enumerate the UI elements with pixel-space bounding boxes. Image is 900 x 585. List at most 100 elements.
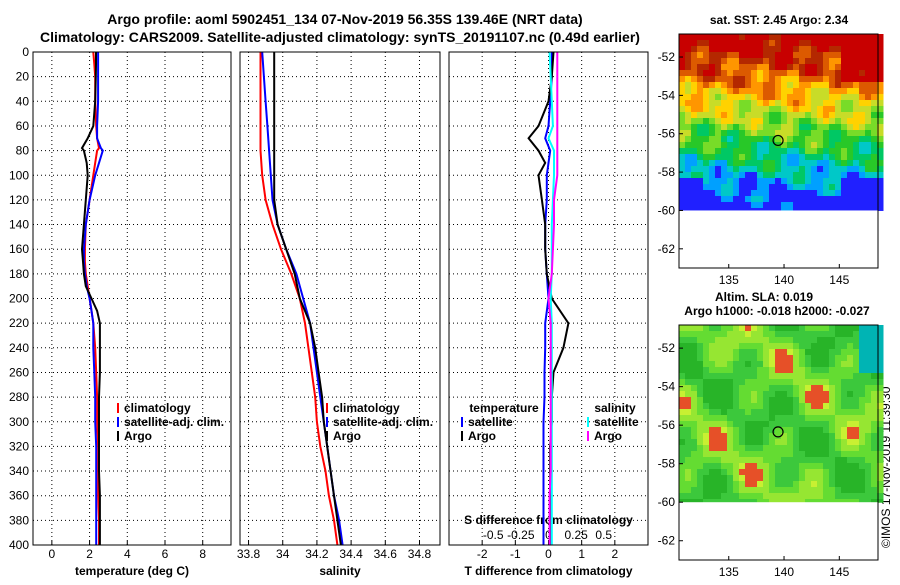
sst-map-cell (853, 46, 860, 53)
sst-map-cell (781, 172, 788, 179)
sla-map-cell (721, 427, 728, 434)
sla-map-cell (739, 427, 746, 434)
sla-map-cell (865, 433, 872, 440)
sst-map-cell (811, 52, 818, 59)
sst-map-cell (727, 112, 734, 119)
sst-map-cell (703, 202, 710, 209)
sst-map-cell (739, 124, 746, 131)
sla-map-cell (841, 499, 848, 503)
sla-map-cell (745, 433, 752, 440)
depth-tick-label: 360 (9, 489, 29, 503)
sst-map-ytick-label: -52 (658, 50, 676, 64)
sla-map-cell (823, 427, 830, 434)
sst-map-cell (835, 160, 842, 167)
sst-map-cell (685, 124, 692, 131)
sla-map-cell (709, 409, 716, 416)
sst-map-cell (733, 172, 740, 179)
sst-map-cell (709, 70, 716, 77)
sst-map-cell (829, 148, 836, 155)
sst-map-cell (829, 82, 836, 89)
sla-map-cell (775, 433, 782, 440)
sla-map-cell (709, 391, 716, 398)
sst-map-cell (787, 52, 794, 59)
sst-map-cell (733, 190, 740, 197)
sst-map-cell (877, 160, 884, 167)
sst-map-cell (763, 106, 770, 113)
sst-map-cell (799, 112, 806, 119)
sst-map-cell (679, 76, 686, 83)
sst-map-cell (835, 82, 842, 89)
sst-map-cell (829, 46, 836, 53)
sla-map-cell (805, 385, 812, 392)
sst-map-cell (709, 184, 716, 191)
sla-map-cell (691, 451, 698, 458)
sst-map-cell (739, 88, 746, 95)
sla-map-cell (757, 385, 764, 392)
sst-map-cell (781, 118, 788, 125)
sst-map-cell (841, 100, 848, 107)
sla-map-cell (877, 481, 884, 488)
sst-map-cell (805, 142, 812, 149)
sla-map-cell (697, 337, 704, 344)
sla-map-cell (871, 331, 878, 338)
sla-map-cell (769, 337, 776, 344)
sst-map-cell (781, 52, 788, 59)
sla-map-cell (757, 367, 764, 374)
sst-map-cell (775, 196, 782, 203)
sst-map-cell (763, 202, 770, 209)
sla-map-cell (697, 475, 704, 482)
sst-map-cell (763, 46, 770, 53)
sst-map-cell (733, 88, 740, 95)
sst-map-cell (829, 166, 836, 173)
sla-map-cell (841, 385, 848, 392)
sst-map-cell (859, 100, 866, 107)
sst-map-cell (703, 172, 710, 179)
sst-map-cell (811, 76, 818, 83)
sla-map-cell (811, 469, 818, 476)
sla-map-cell (781, 325, 788, 332)
sst-map-cell (853, 88, 860, 95)
sla-map-cell (853, 463, 860, 470)
sla-map-cell (697, 433, 704, 440)
sst-map-cell (805, 76, 812, 83)
sla-map-cell (757, 439, 764, 446)
sst-map-cell (781, 136, 788, 143)
sla-map-cell (685, 331, 692, 338)
sst-map-cell (847, 82, 854, 89)
sst-map-cell (703, 34, 710, 41)
sst-map-cell (787, 94, 794, 101)
sst-map-cell (871, 76, 878, 83)
sla-map-cell (751, 343, 758, 350)
sla-map-cell (703, 457, 710, 464)
sla-map-cell (811, 451, 818, 458)
sst-map-cell (703, 142, 710, 149)
sla-map-cell (811, 445, 818, 452)
sla-map-cell (733, 439, 740, 446)
sst-map-cell (817, 82, 824, 89)
sla-map-cell (769, 397, 776, 404)
sst-map-cell (823, 88, 830, 95)
sla-map-cell (841, 487, 848, 494)
sla-map-cell (853, 439, 860, 446)
sla-map-cell (787, 499, 794, 503)
sla-map-cell (835, 445, 842, 452)
sst-map-cell (727, 190, 734, 197)
sla-map-cell (835, 481, 842, 488)
sst-map-cell (871, 100, 878, 107)
sla-map-cell (727, 397, 734, 404)
sla-map-cell (679, 475, 686, 482)
sla-map-cell (763, 409, 770, 416)
sst-map-cell (757, 148, 764, 155)
sla-map-cell (739, 379, 746, 386)
sla-map-cell (793, 409, 800, 416)
sst-map-cell (853, 160, 860, 167)
sst-map-cell (763, 88, 770, 95)
sst-map-cell (691, 184, 698, 191)
sla-map-cell (775, 463, 782, 470)
sla-map-cell (781, 439, 788, 446)
sla-map-cell (871, 403, 878, 410)
sla-map-cell (835, 379, 842, 386)
sst-map-cell (769, 118, 776, 125)
sla-map-cell (697, 385, 704, 392)
sst-map-cell (679, 202, 686, 209)
